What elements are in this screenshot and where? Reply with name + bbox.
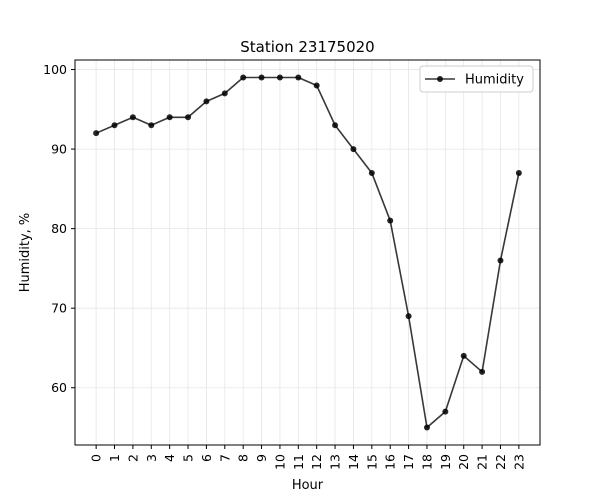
legend-box xyxy=(419,65,534,93)
x-tick-label: 12 xyxy=(309,454,324,470)
data-point xyxy=(240,74,247,81)
x-tick-label: 1 xyxy=(107,454,122,462)
data-point xyxy=(276,74,283,81)
data-point xyxy=(515,169,522,176)
x-tick-label: 3 xyxy=(144,454,159,462)
data-point xyxy=(387,217,394,224)
x-tick-label: 16 xyxy=(383,454,398,470)
data-point xyxy=(460,352,467,359)
data-point xyxy=(368,169,375,176)
x-tick-label: 0 xyxy=(89,454,104,462)
legend: Humidity xyxy=(419,65,534,93)
x-tick-label: 17 xyxy=(401,454,416,470)
grid-lines xyxy=(75,60,540,445)
data-point xyxy=(295,74,302,81)
x-tick-label: 10 xyxy=(272,454,287,470)
data-point xyxy=(497,257,504,264)
data-point xyxy=(148,122,155,129)
data-point xyxy=(423,424,430,431)
y-tick-label: 80 xyxy=(51,221,67,236)
x-tick-label: 2 xyxy=(125,454,140,462)
data-point xyxy=(350,146,357,153)
data-point xyxy=(405,313,412,320)
x-axis-label: Hour xyxy=(292,478,324,493)
x-tick-label: 4 xyxy=(162,454,177,462)
data-point xyxy=(258,74,265,81)
x-tick-label: 14 xyxy=(346,454,361,470)
x-tick-label: 15 xyxy=(364,454,379,470)
x-tick-label: 19 xyxy=(438,454,453,470)
legend-label-humidity: Humidity xyxy=(465,73,524,88)
series-layer xyxy=(93,74,522,431)
data-point xyxy=(166,114,173,121)
chart-title: Station 23175020 xyxy=(240,38,374,56)
x-tick-label: 18 xyxy=(419,454,434,470)
data-point xyxy=(129,114,136,121)
y-axis-label: Humidity, % xyxy=(18,213,33,293)
x-tick-label: 21 xyxy=(475,454,490,470)
x-tick-label: 8 xyxy=(236,454,251,462)
x-tick-label: 11 xyxy=(291,454,306,470)
series-line-humidity xyxy=(95,76,520,429)
plot-area-frame xyxy=(74,59,541,446)
data-point xyxy=(111,122,118,129)
x-tick-label: 7 xyxy=(217,454,232,462)
data-point xyxy=(203,98,210,105)
x-tick-label: 13 xyxy=(328,454,343,470)
data-point xyxy=(442,408,449,415)
data-point xyxy=(479,368,486,375)
x-tick-label: 23 xyxy=(511,454,526,470)
legend-marker xyxy=(437,76,443,82)
y-tick-label: 100 xyxy=(43,62,67,77)
data-point xyxy=(221,90,228,97)
x-tick-label: 22 xyxy=(493,454,508,470)
data-point xyxy=(313,82,320,89)
data-point xyxy=(332,122,339,129)
x-tick-label: 20 xyxy=(456,454,471,470)
y-axis-ticks: 60 70 80 90 100 xyxy=(43,62,75,395)
y-tick-label: 70 xyxy=(51,301,67,316)
x-tick-label: 6 xyxy=(199,454,214,462)
x-axis-ticks: 0 1 2 3 4 5 6 7 8 9 10 11 12 13 14 15 16 17 18 19 20 21 22 23 xyxy=(89,445,526,470)
x-tick-label: 5 xyxy=(181,454,196,462)
data-point xyxy=(185,114,192,121)
x-tick-label: 9 xyxy=(254,454,269,462)
data-point xyxy=(93,130,100,137)
y-tick-label: 60 xyxy=(51,380,67,395)
y-tick-label: 90 xyxy=(51,142,67,157)
